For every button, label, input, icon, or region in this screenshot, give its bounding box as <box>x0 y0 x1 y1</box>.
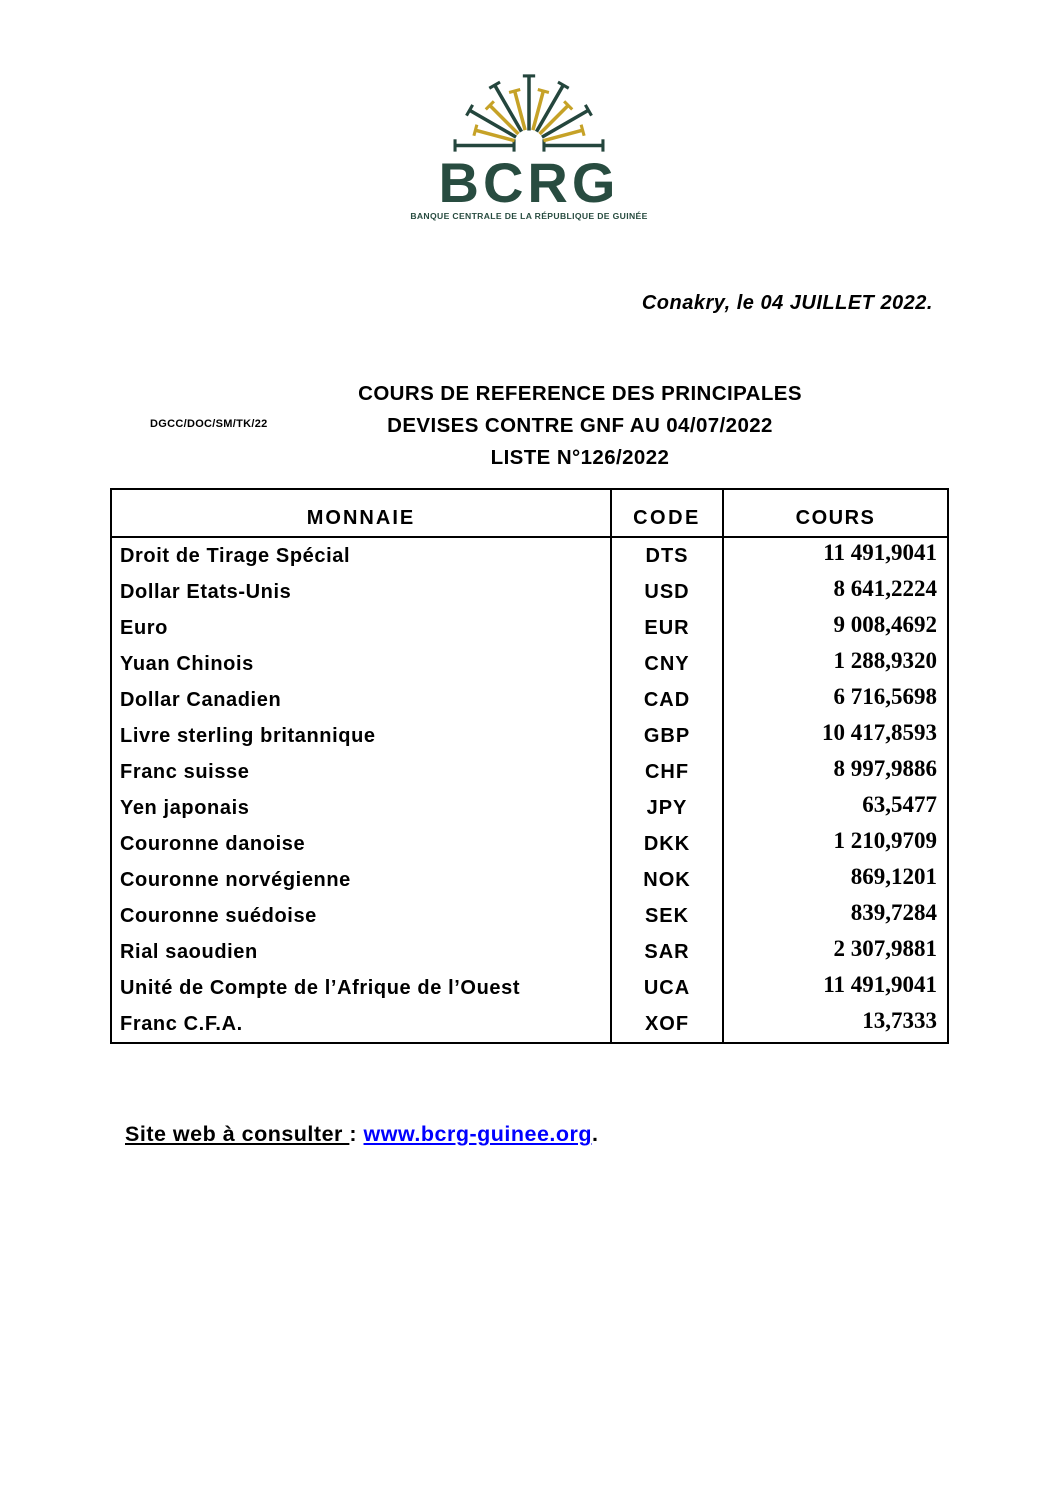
currency-name: Couronne suédoise <box>120 904 317 927</box>
website-separator: : <box>349 1122 364 1146</box>
currency-name: Unité de Compte de l’Afrique de l’Ouest <box>120 976 521 999</box>
table-row: Rial saoudien SAR 2 307,9881 <box>112 934 947 970</box>
currency-code: UCA <box>610 970 722 1006</box>
header-code: CODE <box>610 490 722 536</box>
currency-code: SAR <box>610 934 722 970</box>
currency-name: Dollar Etats-Unis <box>120 580 292 603</box>
header-monnaie: MONNAIE <box>306 507 416 529</box>
exchange-rate-table: MONNAIE CODE COURS Droit de Tirage Spéci… <box>110 488 949 1044</box>
currency-rate: 13,7333 <box>722 1006 947 1042</box>
currency-name: Franc C.F.A. <box>120 1012 243 1035</box>
table-row: Dollar Etats-Unis USD 8 641,2224 <box>112 574 947 610</box>
currency-rate: 8 997,9886 <box>722 754 947 790</box>
currency-rate: 6 716,5698 <box>722 682 947 718</box>
document-title: COURS DE REFERENCE DES PRINCIPALES DEVIS… <box>210 378 950 474</box>
currency-code: EUR <box>610 610 722 646</box>
table-row: Franc suisse CHF 8 997,9886 <box>112 754 947 790</box>
currency-rate: 869,1201 <box>722 862 947 898</box>
table-row: Droit de Tirage Spécial DTS 11 491,9041 <box>112 538 947 574</box>
title-line-3: LISTE N°126/2022 <box>490 446 670 469</box>
date-line: Conakry, le 04 JUILLET 2022. <box>641 292 933 314</box>
currency-code: CNY <box>610 646 722 682</box>
currency-name: Couronne danoise <box>120 832 306 855</box>
title-line-1: COURS DE REFERENCE DES PRINCIPALES <box>358 382 802 405</box>
currency-name: Livre sterling britannique <box>120 724 376 747</box>
currency-name: Rial saoudien <box>120 940 258 963</box>
currency-rate: 8 641,2224 <box>722 574 947 610</box>
currency-rate: 1 210,9709 <box>722 826 947 862</box>
table-row: Yen japonais JPY 63,5477 <box>112 790 947 826</box>
table-row: Livre sterling britannique GBP 10 417,85… <box>112 718 947 754</box>
currency-code: GBP <box>610 718 722 754</box>
currency-code: USD <box>610 574 722 610</box>
currency-code: SEK <box>610 898 722 934</box>
currency-rate: 63,5477 <box>722 790 947 826</box>
table-row: Franc C.F.A. XOF 13,7333 <box>112 1006 947 1042</box>
title-line-2: DEVISES CONTRE GNF AU 04/07/2022 <box>387 414 773 437</box>
table-row: Dollar Canadien CAD 6 716,5698 <box>112 682 947 718</box>
currency-rate: 2 307,9881 <box>722 934 947 970</box>
website-period: . <box>592 1122 599 1146</box>
table-row: Yuan Chinois CNY 1 288,9320 <box>112 646 947 682</box>
currency-rate: 1 288,9320 <box>722 646 947 682</box>
currency-rate: 10 417,8593 <box>722 718 947 754</box>
currency-code: NOK <box>610 862 722 898</box>
currency-name: Dollar Canadien <box>120 688 282 711</box>
currency-rate: 11 491,9041 <box>722 538 947 574</box>
currency-code: JPY <box>610 790 722 826</box>
table-body: Droit de Tirage Spécial DTS 11 491,9041 … <box>112 538 947 1042</box>
currency-code: DTS <box>610 538 722 574</box>
currency-code: XOF <box>610 1006 722 1042</box>
currency-code: DKK <box>610 826 722 862</box>
header-cours: COURS <box>722 490 947 536</box>
table-row: Couronne norvégienne NOK 869,1201 <box>112 862 947 898</box>
website-label: Site web à consulter <box>125 1122 350 1146</box>
logo-tagline: BANQUE CENTRALE DE LA RÉPUBLIQUE DE GUIN… <box>410 211 648 221</box>
table-row: Unité de Compte de l’Afrique de l’Ouest … <box>112 970 947 1006</box>
currency-name: Droit de Tirage Spécial <box>120 544 351 567</box>
website-line: Site web à consulter : www.bcrg-guinee.o… <box>125 1122 599 1147</box>
currency-name: Franc suisse <box>120 760 250 783</box>
table-header-row: MONNAIE CODE COURS <box>112 490 947 538</box>
currency-code: CAD <box>610 682 722 718</box>
currency-name: Couronne norvégienne <box>120 868 351 891</box>
currency-rate: 839,7284 <box>722 898 947 934</box>
currency-rate: 11 491,9041 <box>722 970 947 1006</box>
currency-rate: 9 008,4692 <box>722 610 947 646</box>
table-row: Couronne danoise DKK 1 210,9709 <box>112 826 947 862</box>
sunburst-pins-icon <box>453 74 605 152</box>
bcrg-logo: BCRG BANQUE CENTRALE DE LA RÉPUBLIQUE DE… <box>409 68 649 221</box>
table-row: Couronne suédoise SEK 839,7284 <box>112 898 947 934</box>
reference-code: DGCC/DOC/SM/TK/22 <box>150 418 268 430</box>
currency-name: Euro <box>120 616 168 639</box>
table-row: Euro EUR 9 008,4692 <box>112 610 947 646</box>
currency-name: Yuan Chinois <box>120 652 254 675</box>
website-link[interactable]: www.bcrg-guinee.org <box>363 1122 593 1146</box>
logo-wordmark: BCRG <box>438 151 620 214</box>
currency-name: Yen japonais <box>120 796 250 819</box>
currency-code: CHF <box>610 754 722 790</box>
